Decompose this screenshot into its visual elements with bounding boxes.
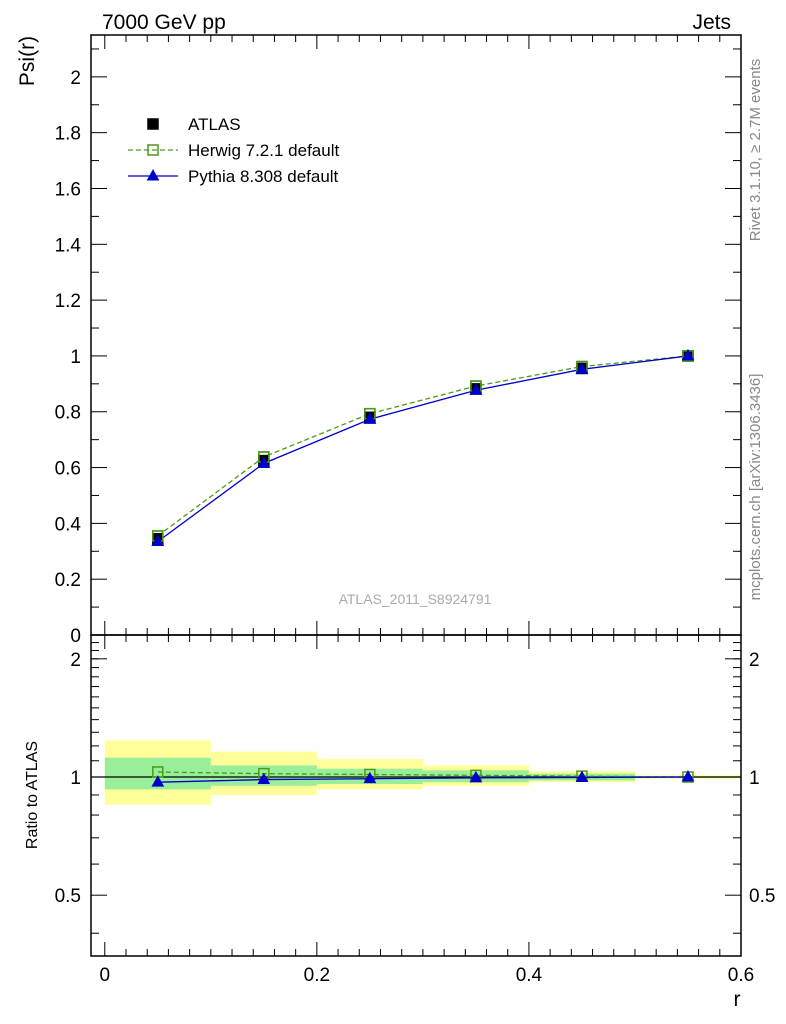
pythia-ratio-point xyxy=(257,772,271,785)
pythia-ratio-point xyxy=(681,770,695,782)
herwig-ratio-line xyxy=(157,771,688,778)
pythia-point-overlay xyxy=(469,383,483,395)
pythia-ratio-point xyxy=(469,770,483,783)
ratio-y-tick-label-right: 0.5 xyxy=(749,886,775,907)
analysis-label: ATLAS_2011_S8924791 xyxy=(339,591,492,607)
pythia-point-overlay xyxy=(151,534,165,546)
ratio-panel: 0 0.2 0.4 0.6 0.5 0.5 1 1 2 2 xyxy=(55,634,775,986)
x-tick-label: 0 xyxy=(99,965,110,986)
x-tick-label: 0.2 xyxy=(304,965,330,986)
energy-label: 7000 GeV pp xyxy=(102,11,226,34)
legend: ATLAS Herwig 7.2.1 default Pythia 8.308 de… xyxy=(128,115,339,186)
main-y-axis-label: Psi(r) xyxy=(16,36,39,86)
main-y-tick-label: 1.4 xyxy=(55,235,82,256)
legend-entry-label: ATLAS xyxy=(188,115,241,134)
category-label: Jets xyxy=(692,11,731,34)
pythia-ratio-line xyxy=(157,776,688,783)
pythia-ratio-point xyxy=(151,775,165,787)
mcplots-label: mcplots.cern.ch [arXiv:1306.3436] xyxy=(747,374,764,601)
main-y-tick-label: 1.8 xyxy=(55,124,81,145)
herwig-line xyxy=(157,355,689,537)
legend-entry-label: Pythia 8.308 default xyxy=(188,167,339,186)
main-y-tick-label: 0.4 xyxy=(55,514,82,535)
pythia-ratio-point xyxy=(575,770,589,782)
ratio-y-tick-label: 1 xyxy=(70,768,81,789)
ratio-y-tick-label: 0.5 xyxy=(55,886,81,907)
rivet-label: Rivet 3.1.10, ≥ 2.7M events xyxy=(747,59,764,242)
pythia-point-overlay xyxy=(575,362,589,374)
legend-pythia-marker xyxy=(146,169,160,181)
main-y-tick-label: 1.2 xyxy=(55,291,81,312)
legend-atlas-marker xyxy=(147,118,159,130)
ratio-plot-frame xyxy=(90,634,742,957)
pythia-ratio-point xyxy=(363,771,377,784)
legend-entry-label: Herwig 7.2.1 default xyxy=(188,141,339,160)
main-y-tick-label: 0 xyxy=(70,626,81,647)
pythia-point-overlay xyxy=(257,456,271,468)
main-y-tick-label: 0.2 xyxy=(55,570,81,591)
ratio-y-tick-label-right: 2 xyxy=(749,650,760,671)
main-y-tick-label: 1 xyxy=(70,347,81,368)
legend-herwig-marker xyxy=(147,144,159,156)
x-tick-label: 0.4 xyxy=(516,965,543,986)
pythia-point-overlay xyxy=(681,348,695,361)
main-y-tick-label: 0.8 xyxy=(55,403,81,424)
main-y-tick-label: 2 xyxy=(70,68,81,89)
pythia-point-overlay xyxy=(363,412,377,424)
ratio-y-axis-label: Ratio to ATLAS xyxy=(24,741,41,849)
pythia-line xyxy=(157,355,689,543)
x-axis-label: r xyxy=(734,988,741,1011)
ratio-y-tick-label-right: 1 xyxy=(749,768,760,789)
main-y-tick-label: 1.6 xyxy=(55,179,81,200)
x-tick-label: 0.6 xyxy=(728,965,754,986)
ratio-y-tick-label: 2 xyxy=(70,650,81,671)
main-y-tick-label: 0.6 xyxy=(55,459,81,480)
